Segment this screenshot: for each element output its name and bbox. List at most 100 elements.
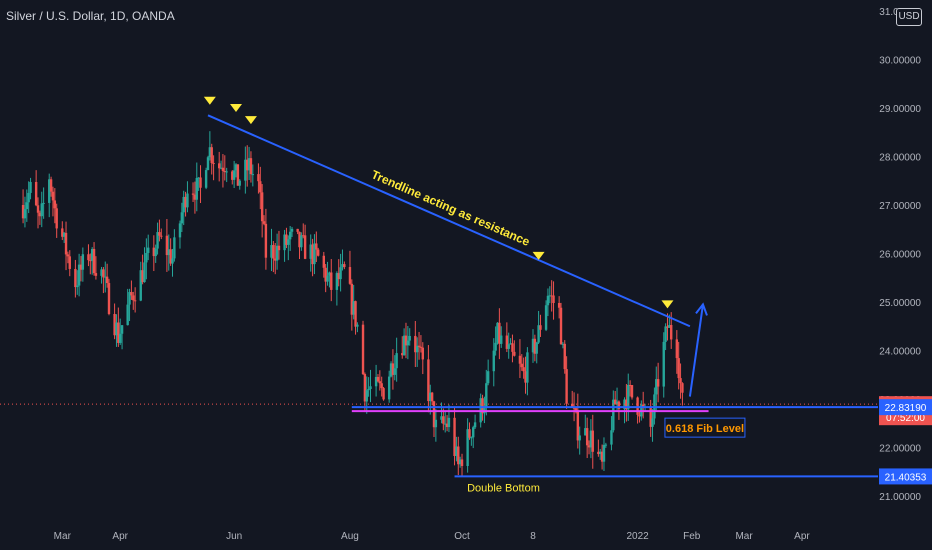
candle-body <box>421 347 424 360</box>
candle-body <box>81 254 85 270</box>
candle-body <box>546 295 550 306</box>
candle-body <box>404 335 408 346</box>
candle-body <box>55 208 58 229</box>
candle-body <box>617 401 621 410</box>
candle-body <box>498 322 501 344</box>
candle-body <box>246 159 249 171</box>
candle-body <box>94 273 98 276</box>
candle-body <box>408 335 411 341</box>
candle-body <box>485 383 488 408</box>
candle-body <box>670 325 673 340</box>
candle-body <box>197 177 200 179</box>
price-tick-label: 22.00000 <box>879 444 921 455</box>
candle-body <box>376 376 380 382</box>
candle-body <box>191 193 195 195</box>
candle-body <box>494 342 497 351</box>
candle-body <box>537 325 540 343</box>
candle-body <box>574 408 578 411</box>
candle-body <box>587 445 591 448</box>
candle-body <box>212 163 215 165</box>
candle-body <box>244 159 247 181</box>
candle-body <box>417 345 421 347</box>
candle-body <box>298 231 301 248</box>
candle-body <box>612 399 615 431</box>
candle-body <box>156 232 159 249</box>
candle-body <box>337 273 340 280</box>
candle-body <box>610 430 613 445</box>
candle-body <box>367 389 370 391</box>
candle-body <box>315 243 318 250</box>
candle-body <box>427 359 430 402</box>
candle-body <box>219 167 223 169</box>
candle-body <box>285 234 288 245</box>
candle-body <box>387 376 391 400</box>
candle-body <box>350 283 354 315</box>
candle-body <box>120 325 124 334</box>
touch-marker-icon <box>661 300 674 309</box>
candle-body <box>64 232 68 255</box>
candle-body <box>173 237 176 259</box>
candle-body <box>324 267 327 282</box>
candle-body <box>313 243 316 265</box>
candle-body <box>90 248 94 261</box>
currency-badge[interactable]: USD <box>896 8 922 26</box>
candlestick-series <box>21 131 684 477</box>
fib-label-box <box>664 417 746 438</box>
time-tick-label: Mar <box>735 531 753 542</box>
candle-body <box>249 158 253 175</box>
candle-body <box>178 223 182 238</box>
candle-body <box>584 428 587 436</box>
candle-body <box>143 262 146 283</box>
candle-body <box>604 444 608 446</box>
candle-body <box>180 212 184 224</box>
candle-body <box>414 335 417 353</box>
time-axis[interactable]: Mar Apr Jun Aug Oct 8 2022 Feb Mar Apr <box>54 531 811 542</box>
candle-body <box>29 182 32 193</box>
touch-marker-icon <box>203 96 216 105</box>
time-tick-label: Mar <box>54 531 72 542</box>
candle-body <box>552 295 555 304</box>
candle-body <box>139 270 142 301</box>
candle-body <box>115 322 118 336</box>
candle-body <box>393 368 396 375</box>
candle-body <box>341 264 344 268</box>
candle-body <box>578 435 581 441</box>
candle-body <box>434 419 438 428</box>
candle-body <box>455 446 458 456</box>
candle-body <box>550 295 553 297</box>
candle-body <box>171 258 174 264</box>
time-tick-label: Oct <box>454 531 470 542</box>
candle-body <box>602 444 606 462</box>
candle-body <box>531 338 535 353</box>
candle-body <box>557 303 561 308</box>
candle-body <box>440 416 443 420</box>
candle-body <box>48 179 51 203</box>
candle-body <box>223 170 227 172</box>
candle-body <box>419 346 423 348</box>
candle-body <box>369 386 372 390</box>
candle-body <box>649 406 652 427</box>
candle-body <box>184 196 187 208</box>
candle-body <box>232 170 236 180</box>
candle-body <box>259 181 262 193</box>
candle-body <box>518 355 522 364</box>
support-level-label: 22.83190 <box>885 403 927 414</box>
candle-body <box>126 304 129 326</box>
candle-body <box>104 276 107 278</box>
candle-body <box>182 196 185 213</box>
price-tick-label: 28.00000 <box>879 153 921 164</box>
candle-body <box>486 371 490 384</box>
candle-body <box>539 325 542 330</box>
candle-body <box>356 324 359 327</box>
candle-body <box>496 322 499 343</box>
candle-body <box>272 245 275 259</box>
candle-body <box>348 267 352 284</box>
candle-body <box>509 343 512 345</box>
candle-body <box>92 248 96 274</box>
candle-body <box>274 258 277 261</box>
candle-body <box>447 417 451 428</box>
candle-body <box>132 295 135 301</box>
price-axis[interactable]: 21.0000022.0000023.0000024.0000025.00000… <box>879 7 932 503</box>
candle-body <box>585 428 589 446</box>
